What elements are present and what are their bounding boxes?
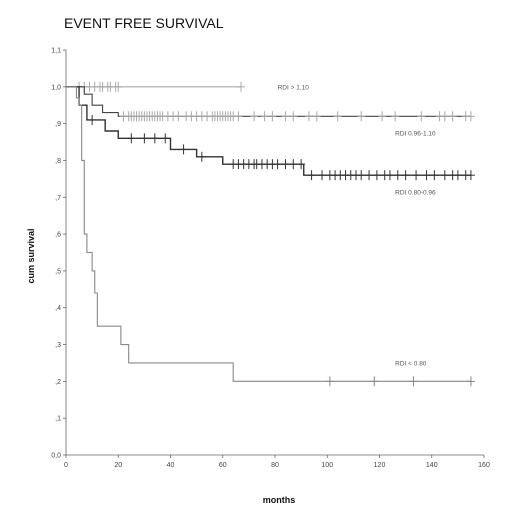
y-tick-label: 1,0 [51, 84, 61, 91]
series-labels: RDI > 1.10 RDI 0.96-1.10 RDI 0.80-0.96 RDI … [278, 84, 436, 367]
x-tick-label: 140 [426, 462, 438, 469]
y-tick-label: ,4 [55, 305, 61, 312]
y-tick-label: ,5 [55, 268, 61, 275]
y-tick-label: ,3 [55, 342, 61, 349]
x-tick-label: 0 [64, 462, 68, 469]
x-tick-label: 120 [374, 462, 386, 469]
x-tick-label: 20 [114, 462, 122, 469]
y-axis-title: cum survival [26, 228, 36, 283]
y-tick-label: ,6 [55, 232, 61, 239]
axes: 0,0 ,1 ,2 ,3 ,4 ,5 ,6 ,7 ,8 ,9 1,0 1,1 0 20 40 60 80 100 1… [51, 48, 490, 470]
series-label: RDI < 0.80 [395, 360, 427, 367]
x-tick-label: 80 [271, 462, 279, 469]
y-tick-label: ,2 [55, 379, 61, 386]
y-tick-label: 0,0 [51, 453, 61, 460]
series-label: RDI 0.96-1.10 [395, 130, 436, 137]
survival-curve [66, 86, 471, 117]
chart-title: EVENT FREE SURVIVAL [64, 15, 224, 31]
x-tick-label: 60 [219, 462, 227, 469]
series-rdi-0-96-1-10 [66, 86, 475, 122]
y-tick-label: ,9 [55, 121, 61, 128]
series-label: RDI > 1.10 [278, 84, 310, 91]
y-tick-label: ,8 [55, 158, 61, 165]
series-rdi-0-80 [66, 86, 475, 387]
x-tick-label: 100 [321, 462, 333, 469]
series-rdi-1-10 [66, 81, 246, 92]
x-tick-label: 40 [167, 462, 175, 469]
series-layer [66, 81, 475, 387]
x-axis-title: months [263, 495, 296, 505]
series-rdi-0-80-0-96 [66, 86, 475, 181]
x-tick-label: 160 [478, 462, 490, 469]
y-tick-label: 1,1 [51, 48, 61, 55]
y-tick-label: ,7 [55, 195, 61, 202]
survival-curve [66, 86, 471, 382]
y-tick-label: ,1 [55, 416, 61, 423]
series-label: RDI 0.80-0.96 [395, 189, 436, 196]
